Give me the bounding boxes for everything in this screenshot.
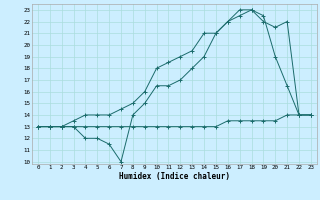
X-axis label: Humidex (Indice chaleur): Humidex (Indice chaleur) xyxy=(119,172,230,181)
